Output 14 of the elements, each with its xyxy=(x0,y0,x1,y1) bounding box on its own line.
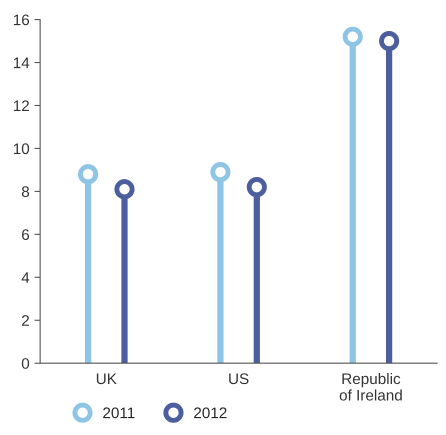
y-tick-label: 16 xyxy=(14,14,30,26)
legend-label: 2011 xyxy=(103,407,135,418)
y-tick-label: 14 xyxy=(14,58,30,68)
y-tick-label: 12 xyxy=(14,100,29,112)
x-tick-label: US xyxy=(229,373,249,384)
y-tick-label: 10 xyxy=(14,143,30,154)
y-tick-label: 8 xyxy=(22,186,30,198)
y-tick-label: 2 xyxy=(22,315,29,326)
y-tick-label: 0 xyxy=(22,358,30,369)
y-tick-label: 6 xyxy=(22,229,30,240)
x-tick-label: Republic of Ireland xyxy=(340,372,402,401)
legend-label: 2012 xyxy=(194,407,227,418)
y-tick-label: 4 xyxy=(22,272,30,283)
x-tick-label: UK xyxy=(96,374,117,384)
